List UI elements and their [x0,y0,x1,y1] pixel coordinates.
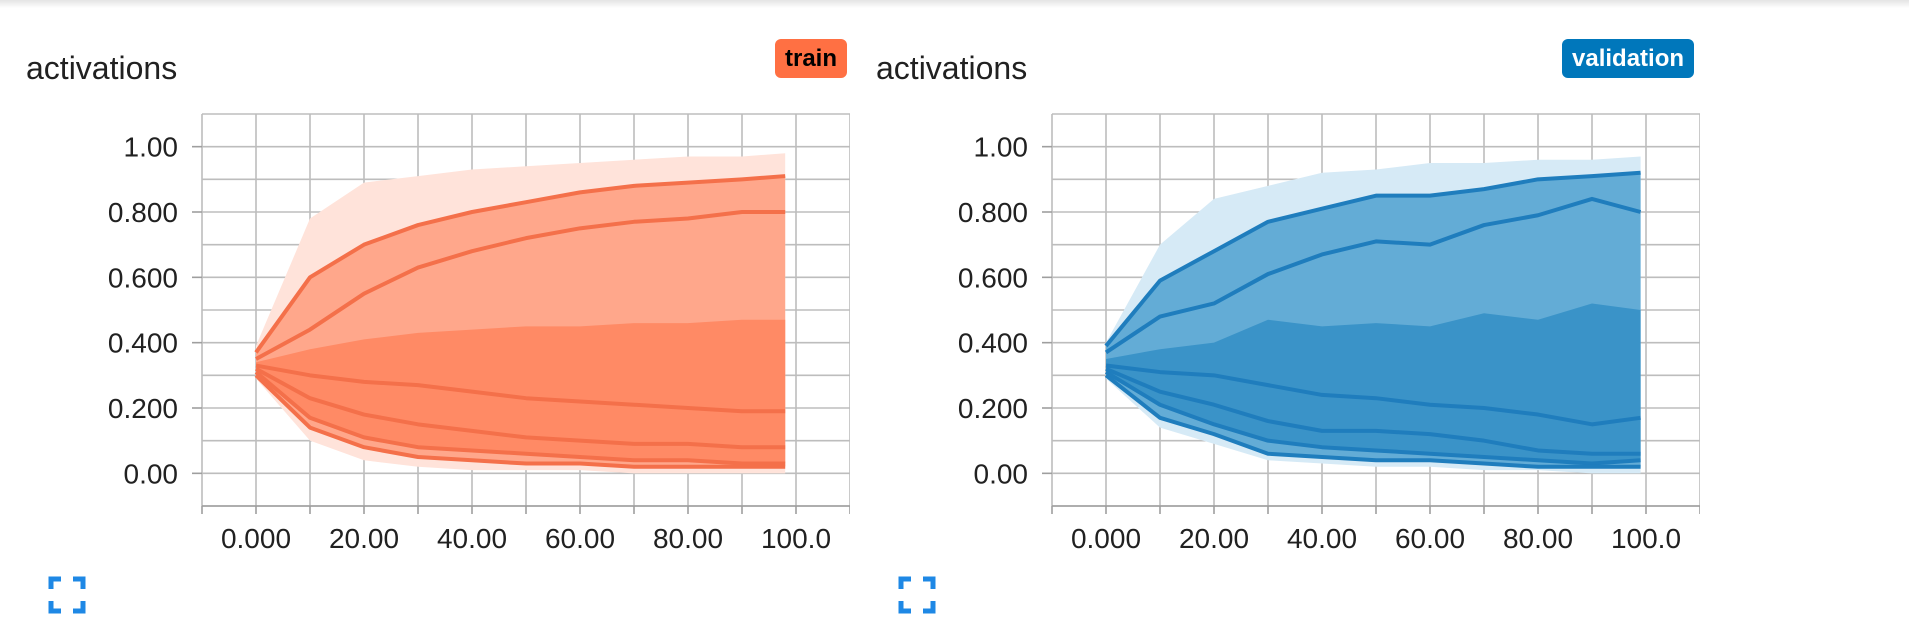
percentile-line-p7 [1104,373,1641,469]
fullscreen-icon [898,576,936,614]
x-tick-label: 100.0 [1611,523,1681,554]
train-chart-card: activations train 0.00 0.200 0.400 0.600 0.8… [0,14,850,614]
top-shadow [0,0,1909,8]
y-tick-label: 0.800 [108,197,178,228]
y-tick-label: 0.200 [108,393,178,424]
expand-chart-button[interactable] [898,576,936,614]
x-tick-label: 40.00 [437,523,507,554]
percentile-line-p31 [1105,366,1641,456]
y-tick-label: 0.400 [958,328,1028,359]
percentile-line-p84 [255,210,786,361]
x-tick-label: 20.00 [329,523,399,554]
percentile-line-p84 [1104,196,1642,355]
y-tick-label: 0.00 [124,458,179,489]
x-tick-label: 100.0 [761,523,831,554]
y-tick-label: 0.800 [958,197,1028,228]
x-tick-label: 40.00 [1287,523,1357,554]
fullscreen-icon [48,576,86,614]
y-tick-label: 0.400 [108,328,178,359]
y-tick-label: 1.00 [974,132,1029,163]
chart-title: activations [876,50,1028,86]
percentile-line-p16 [254,370,786,466]
run-badge-validation: validation [1562,39,1695,78]
x-tick-label: 60.00 [545,523,615,554]
expand-chart-button[interactable] [48,576,86,614]
y-tick-label: 0.600 [958,262,1028,293]
percentile-line-p50 [1105,363,1641,427]
x-tick-label: 0.000 [221,523,291,554]
distribution-plot[interactable]: 0.00 0.200 0.400 0.600 0.800 1.00 0.000 20.00 40… [0,14,850,574]
percentile-line-p16 [1104,370,1641,466]
percentile-line-p93 [1104,170,1641,348]
validation-chart-card: activations validation 0.00 0.200 0.400 0.6… [850,14,1700,614]
distribution-plot[interactable]: 0.00 0.200 0.400 0.600 0.800 1.00 0.000 20.00 40… [850,14,1700,574]
y-tick-label: 1.00 [124,132,179,163]
x-tick-label: 0.000 [1071,523,1141,554]
percentile-line-p31 [255,367,786,450]
run-badge-train: train [775,39,848,78]
y-tick-label: 0.200 [958,393,1028,424]
x-tick-label: 80.00 [653,523,723,554]
y-tick-label: 0.00 [974,458,1029,489]
percentile-line-p7 [254,373,786,469]
x-tick-label: 60.00 [1395,523,1465,554]
percentile-line-p93 [254,174,786,354]
x-tick-label: 80.00 [1503,523,1573,554]
band-p16-p69 [1106,303,1641,464]
y-tick-label: 0.600 [108,262,178,293]
x-tick-label: 20.00 [1179,523,1249,554]
band-p16-p69 [256,319,786,464]
percentile-line-p50 [255,363,786,414]
chart-title: activations [26,50,178,86]
